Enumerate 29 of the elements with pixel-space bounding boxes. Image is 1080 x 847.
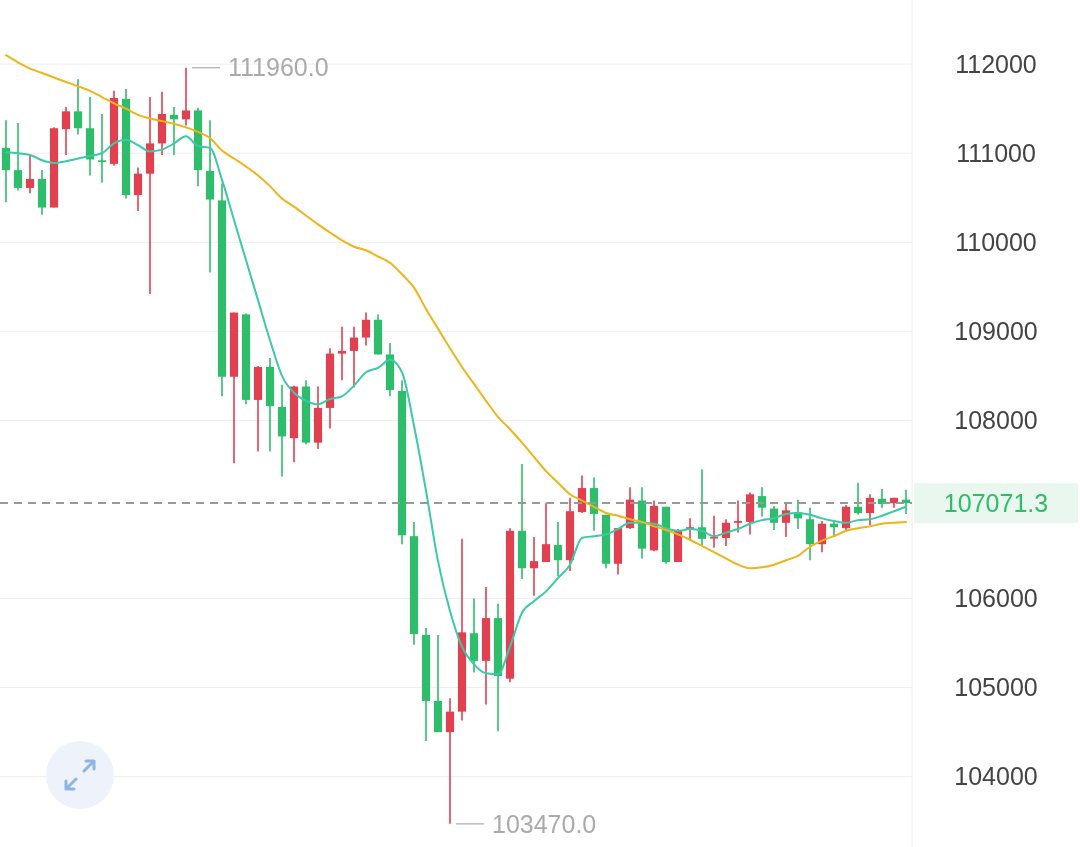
candlestick <box>133 166 143 212</box>
line-series <box>5 54 907 570</box>
annotation: 111960.0 <box>228 53 329 82</box>
ref-line-label: 107071.3 <box>943 488 1049 517</box>
candlestick <box>361 311 371 347</box>
candlestick <box>445 697 455 825</box>
y-tick-label: 106000 <box>954 584 1038 613</box>
y-tick-label: 104000 <box>954 762 1038 791</box>
candlestick <box>733 499 743 534</box>
candlestick <box>1 119 11 203</box>
candlestick <box>853 481 863 516</box>
candlestick <box>709 514 719 549</box>
candlestick <box>553 521 563 578</box>
candlestick <box>181 66 191 127</box>
y-tick-label: 108000 <box>954 406 1038 435</box>
y-tick-label: 110000 <box>955 228 1037 256</box>
candlestick <box>97 113 107 184</box>
candlestick <box>529 536 539 597</box>
y-tick-label: 109000 <box>954 317 1038 346</box>
candlestick <box>25 154 35 195</box>
candlestick <box>73 78 83 136</box>
candlestick <box>61 106 71 156</box>
candlestick <box>13 122 23 192</box>
annotation: 103470.0 <box>492 809 597 838</box>
candlestick <box>541 502 551 563</box>
y-tick-label: 105000 <box>954 673 1038 702</box>
y-tick-label: 111000 <box>956 138 1036 167</box>
y-tick-label: 112000 <box>955 49 1037 78</box>
candlestick <box>337 326 347 382</box>
